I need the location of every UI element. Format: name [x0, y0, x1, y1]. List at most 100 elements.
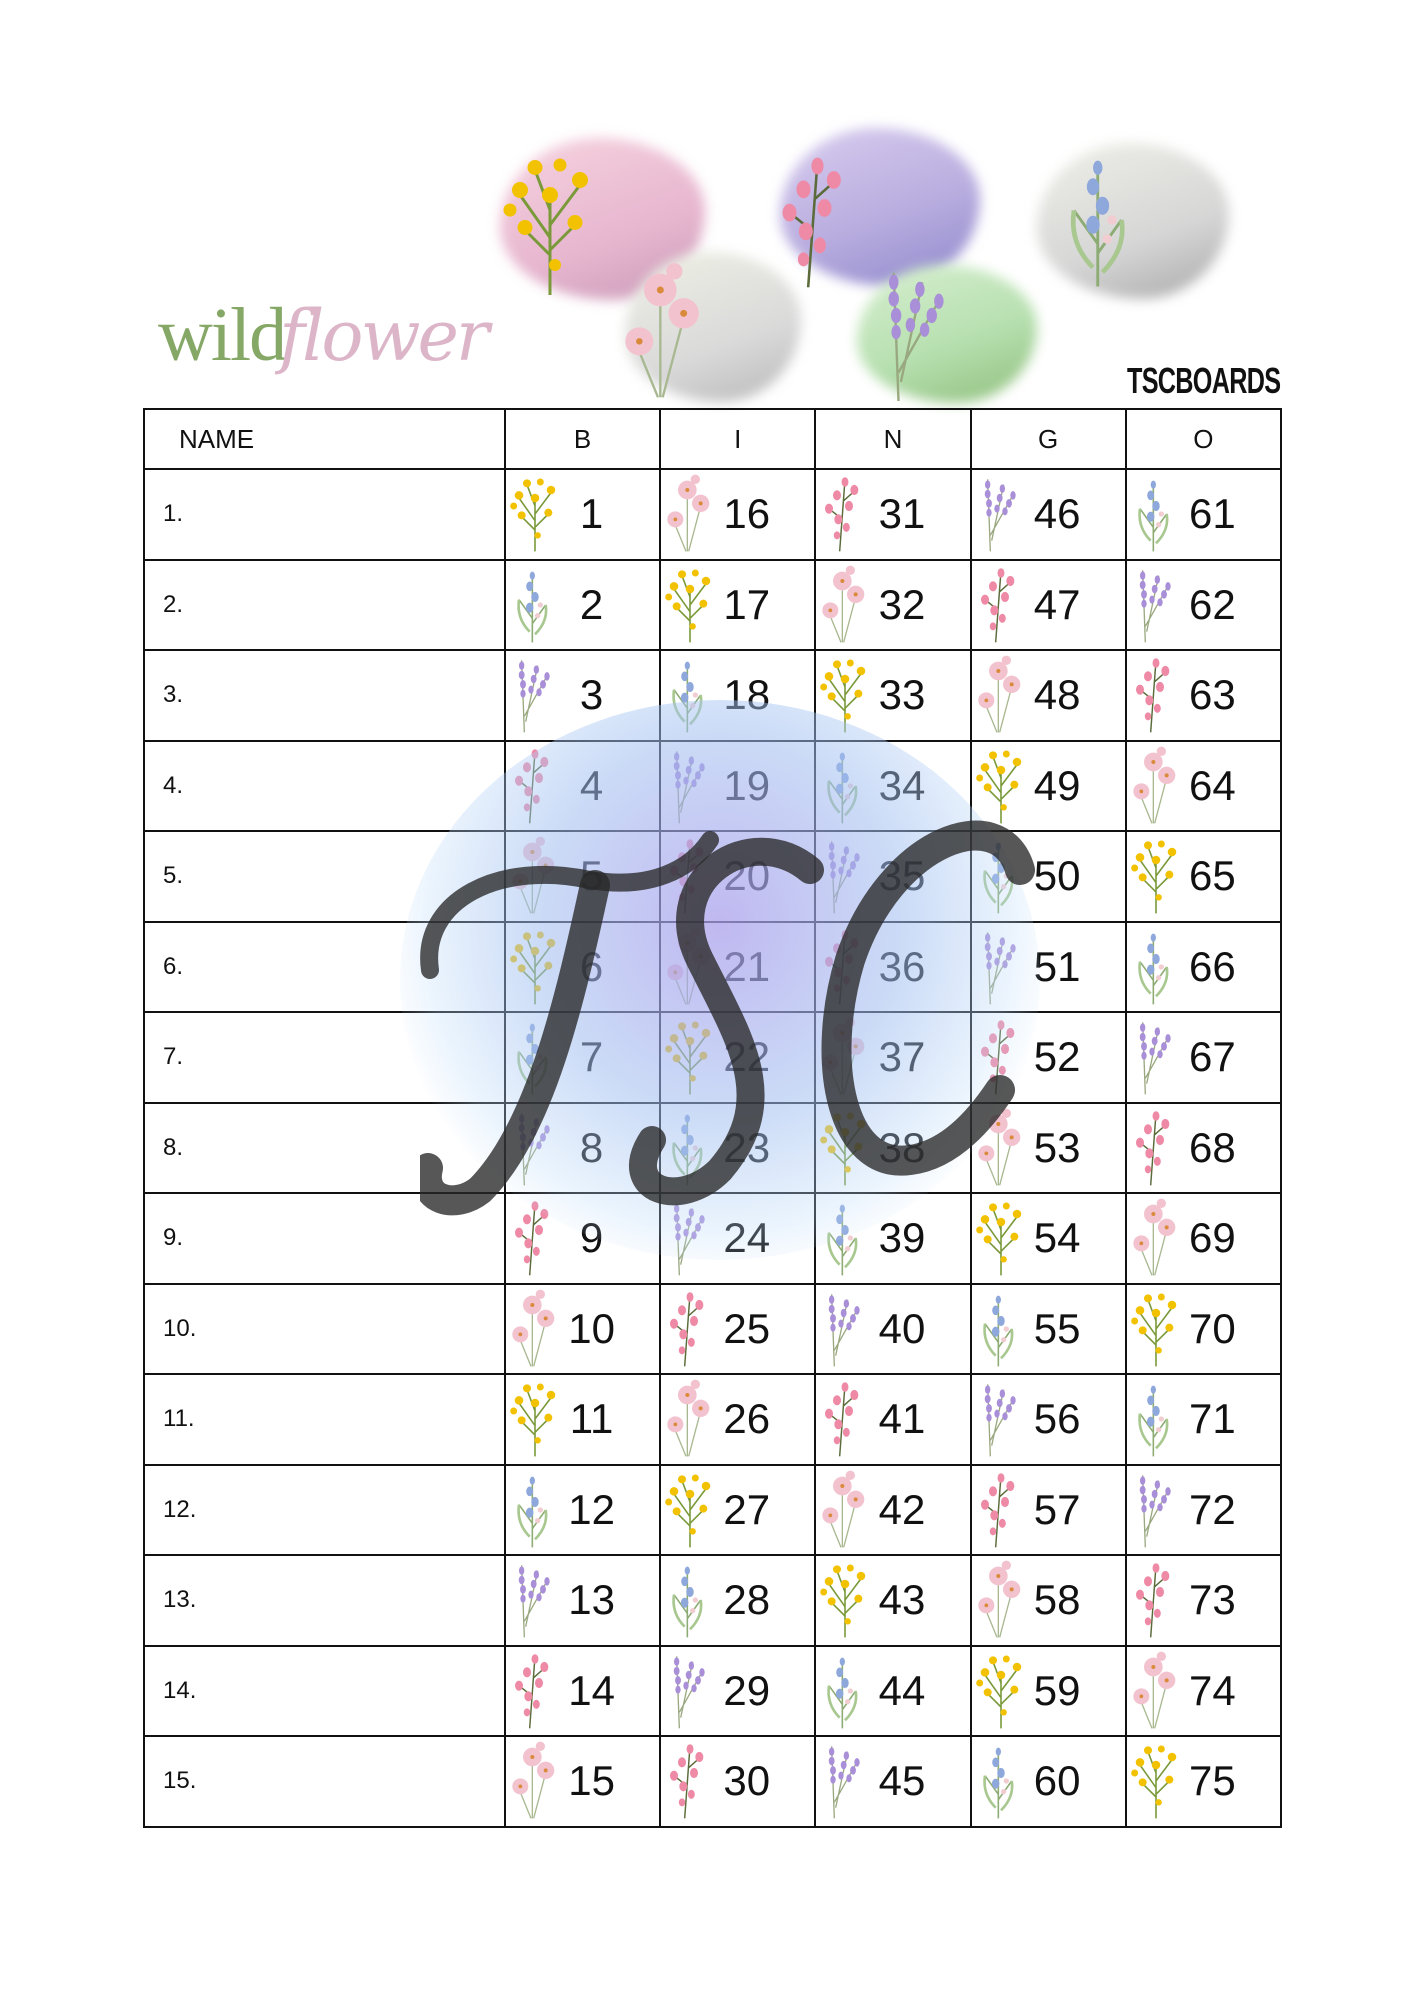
bingo-number: 41: [878, 1395, 926, 1443]
bingo-number: 75: [1189, 1757, 1236, 1805]
bingo-number: 10: [568, 1304, 615, 1352]
name-cell[interactable]: 11.: [143, 1373, 506, 1466]
number-cell: 49: [969, 739, 1127, 832]
bingo-number: 70: [1189, 1304, 1236, 1352]
number-cell: 71: [1124, 1373, 1283, 1466]
pink-cosmos-art-icon: [615, 262, 715, 402]
green-watercolor-blob: [857, 265, 1037, 403]
bingo-number: 52: [1033, 1033, 1081, 1081]
bingo-number: 63: [1189, 671, 1236, 719]
name-cell[interactable]: 10.: [143, 1282, 506, 1375]
bingo-number: 12: [568, 1485, 615, 1533]
bingo-number: 17: [723, 580, 771, 628]
number-cell: 59: [969, 1644, 1127, 1737]
header-o: O: [1124, 408, 1283, 470]
number-cell: 61: [1124, 468, 1283, 561]
number-cell: 60: [969, 1735, 1127, 1828]
number-cell: 14: [503, 1644, 662, 1737]
bingo-number: 2: [579, 580, 604, 628]
bingo-number: 40: [878, 1304, 926, 1352]
number-cell: 70: [1124, 1282, 1283, 1375]
bingo-number: 48: [1033, 671, 1081, 719]
name-cell[interactable]: 3.: [143, 649, 506, 742]
name-cell[interactable]: 14.: [143, 1644, 506, 1737]
bingo-number: 47: [1033, 580, 1081, 628]
number-cell: 66: [1124, 920, 1283, 1013]
bingo-number: 33: [878, 671, 926, 719]
table-row: 15. 15 30 45 60 75: [143, 1735, 1283, 1828]
header-i: I: [659, 408, 817, 470]
name-cell[interactable]: 15.: [143, 1735, 506, 1828]
number-cell: 32: [814, 558, 972, 651]
bingo-number: 57: [1033, 1485, 1081, 1533]
number-cell: 25: [659, 1282, 817, 1375]
number-cell: 30: [659, 1735, 817, 1828]
bingo-number: 15: [568, 1757, 615, 1805]
bingo-number: 71: [1189, 1395, 1236, 1443]
bingo-number: 54: [1033, 1214, 1081, 1262]
number-cell: 11: [503, 1373, 662, 1466]
header-b: B: [503, 408, 662, 470]
lavender-art-icon: [870, 262, 965, 407]
number-cell: 62: [1124, 558, 1283, 651]
brand-label: TSCBOARDS: [1127, 360, 1281, 401]
number-cell: 28: [659, 1554, 817, 1647]
number-cell: 27: [659, 1463, 817, 1556]
number-cell: 63: [1124, 649, 1283, 742]
number-cell: 13: [503, 1554, 662, 1647]
bingo-number: 64: [1189, 761, 1236, 809]
bingo-number: 61: [1189, 490, 1236, 538]
number-cell: 15: [503, 1735, 662, 1828]
logo-word-flower: flower: [279, 295, 489, 377]
number-cell: 69: [1124, 1192, 1283, 1285]
number-cell: 17: [659, 558, 817, 651]
header-n: N: [814, 408, 972, 470]
header-name: NAME: [143, 408, 506, 470]
number-cell: 73: [1124, 1554, 1283, 1647]
number-cell: 56: [969, 1373, 1127, 1466]
table-row: 2. 2 17 32 47 62: [143, 558, 1283, 651]
bingo-number: 11: [569, 1395, 614, 1443]
watermark-letter-t-stem: [420, 870, 610, 1216]
bingo-number: 60: [1033, 1757, 1081, 1805]
bingo-number: 3: [579, 671, 604, 719]
bingo-number: 14: [568, 1666, 615, 1714]
bingo-number: 49: [1033, 761, 1081, 809]
bingo-number: 72: [1189, 1485, 1236, 1533]
name-cell[interactable]: 1.: [143, 468, 506, 561]
bingo-number: 26: [723, 1395, 771, 1443]
number-cell: 74: [1124, 1644, 1283, 1737]
bingo-number: 25: [723, 1304, 771, 1352]
bluebell-art-icon: [1055, 140, 1150, 300]
number-cell: 65: [1124, 830, 1283, 923]
watermark-letter-s: [629, 837, 824, 1206]
number-cell: 54: [969, 1192, 1127, 1285]
bingo-number: 66: [1189, 942, 1236, 990]
bingo-number: 55: [1033, 1304, 1081, 1352]
number-cell: 16: [659, 468, 817, 561]
number-cell: 68: [1124, 1101, 1283, 1194]
number-cell: 31: [814, 468, 972, 561]
table-row: 12. 12 27 42 57 72: [143, 1463, 1283, 1556]
number-cell: 72: [1124, 1463, 1283, 1556]
number-cell: 57: [969, 1463, 1127, 1556]
bingo-number: 30: [723, 1757, 771, 1805]
table-row: 13. 13 28 43 58 73: [143, 1554, 1283, 1647]
number-cell: 67: [1124, 1011, 1283, 1104]
bingo-number: 31: [878, 490, 926, 538]
bingo-number: 69: [1189, 1214, 1236, 1262]
bingo-number: 28: [723, 1576, 771, 1624]
name-cell[interactable]: 2.: [143, 558, 506, 651]
bingo-number: 13: [568, 1576, 615, 1624]
number-cell: 12: [503, 1463, 662, 1556]
number-cell: 55: [969, 1282, 1127, 1375]
name-cell[interactable]: 13.: [143, 1554, 506, 1647]
number-cell: 45: [814, 1735, 972, 1828]
number-cell: 75: [1124, 1735, 1283, 1828]
number-cell: 10: [503, 1282, 662, 1375]
bingo-number: 46: [1033, 490, 1081, 538]
watermark-letter-t-bar: [420, 831, 719, 979]
grey-watercolor-blob-2: [1037, 143, 1229, 299]
bingo-number: 43: [878, 1576, 926, 1624]
name-cell[interactable]: 12.: [143, 1463, 506, 1556]
